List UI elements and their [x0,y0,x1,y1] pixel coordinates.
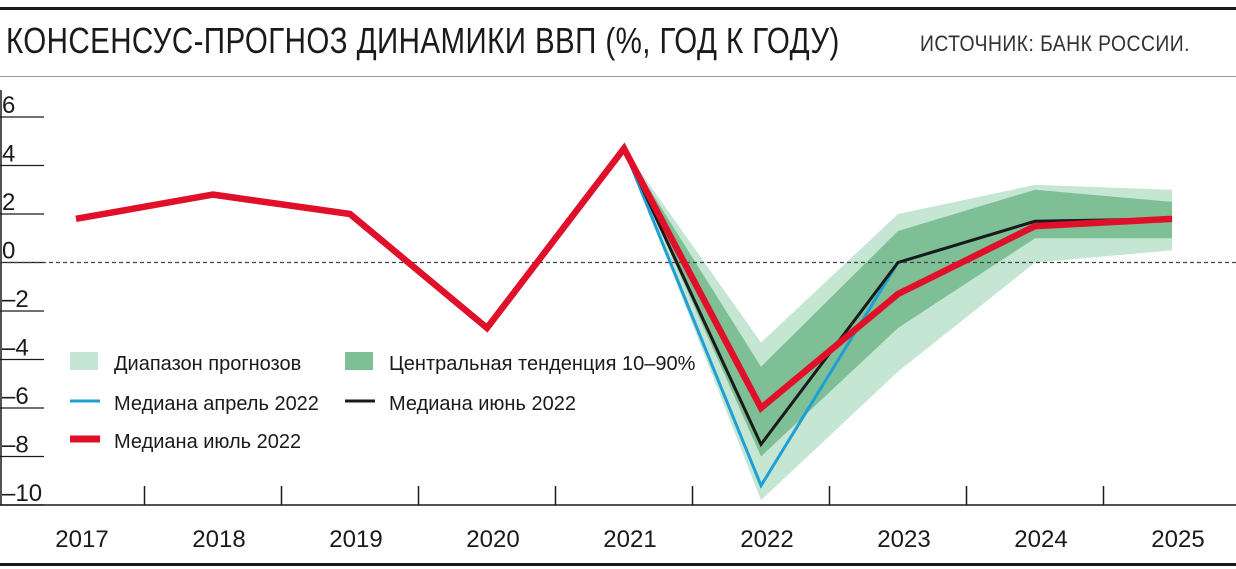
y-tick-label: –4 [2,335,29,362]
x-tick-label: 2019 [329,526,382,553]
legend-swatch [70,352,98,370]
y-tick-label: 6 [2,92,15,119]
x-tick-label: 2024 [1014,526,1067,553]
legend-label: Диапазон прогнозов [114,353,301,375]
chart-title: КОНСЕНСУС-ПРОГНОЗ ДИНАМИКИ ВВП (%, ГОД К… [6,20,840,61]
legend-label: Центральная тенденция 10–90% [389,353,696,375]
x-tick-label: 2017 [55,526,108,553]
x-axis: 2017 2018 2019 2020 2021 2022 2023 2024 2025 [0,486,1236,553]
header-separator [0,76,1236,77]
legend: Диапазон прогнозов Центральная тенденция … [70,352,696,453]
legend-label: Медиана июль 2022 [114,431,301,453]
y-tick-label: 2 [2,189,15,216]
top-rule [0,7,1236,10]
x-tick-label: 2023 [877,526,930,553]
y-axis: 6 4 2 0 –2 –4 –6 –8 –10 [0,90,44,507]
y-tick-label: –8 [2,432,29,459]
legend-swatch [345,352,373,370]
x-tick-label: 2018 [192,526,245,553]
bottom-rule [0,563,1236,566]
x-tick-label: 2025 [1151,526,1204,553]
y-tick-label: 0 [2,238,15,265]
x-tick-label: 2021 [603,526,656,553]
x-tick-label: 2022 [740,526,793,553]
legend-label: Медиана июнь 2022 [389,393,576,415]
y-tick-label: –2 [2,286,29,313]
series-lines [75,142,1173,489]
source-note: ИСТОЧНИК: БАНК РОССИИ. [920,31,1190,56]
x-tick-label: 2020 [466,526,519,553]
y-tick-label: –10 [2,480,42,507]
legend-label: Медиана апрель 2022 [114,393,319,415]
y-tick-label: –6 [2,383,29,410]
y-tick-label: 4 [2,141,15,168]
